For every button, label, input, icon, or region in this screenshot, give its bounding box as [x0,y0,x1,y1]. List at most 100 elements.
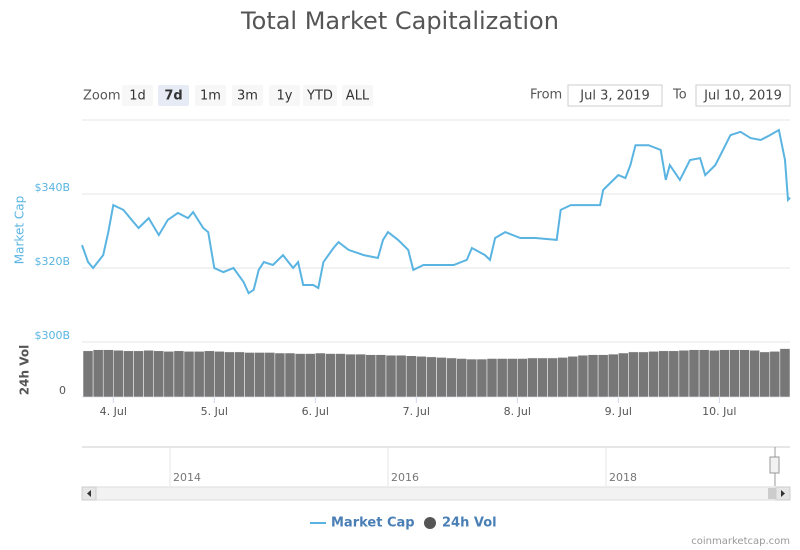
x-tick-label: 4. Jul [100,405,127,418]
volume-bar [244,352,255,398]
x-tick-label: 6. Jul [302,405,329,418]
zoom-button-label: YTD [306,89,333,104]
x-tick-label: 10. Jul [702,405,736,418]
navigator-label: 2016 [391,471,419,484]
volume-bar [375,354,387,398]
volume-bar [416,356,427,398]
x-tick-label: 5. Jul [201,405,228,418]
zoom-button[interactable] [232,85,263,106]
volume-bar [163,351,175,398]
volume-bar [405,355,417,398]
zoom-button[interactable] [158,85,189,106]
zoom-button-label: 1m [200,89,221,104]
y-axis-title: Market Cap [13,196,27,264]
zoom-button[interactable] [303,85,337,106]
arrow-icon [87,490,91,497]
zoom-button[interactable] [195,85,226,106]
volume-bar [345,353,356,398]
zoom-button-label: ALL [346,89,370,104]
volume-bar [597,354,609,398]
volume-bar [193,351,205,398]
volume-bar [183,351,195,398]
volume-bar [102,349,114,398]
volume-bar [648,351,659,398]
credit[interactable]: coinmarketcap.com [691,536,790,547]
volume-bar [779,348,791,398]
to-label: To [672,88,687,103]
volume-bar [436,357,447,398]
volume-bar [517,358,528,398]
volume-bar [547,357,558,398]
from-input[interactable] [567,84,663,107]
line-series [81,128,791,295]
volume-bar [769,351,781,398]
volume-bar [133,350,144,398]
volume-bar [658,350,670,398]
volume-bar [618,352,629,398]
volume-bar [446,357,457,398]
volume-bar [123,350,134,398]
volume-bar [325,353,336,398]
scrollbar[interactable] [81,486,791,501]
volume-bar [214,351,225,398]
zoom-button-label: 1d [129,89,146,104]
zoom-button[interactable] [342,85,373,106]
volume-bar [496,358,508,398]
navigator[interactable] [82,447,790,487]
navigator-handle[interactable] [769,456,780,474]
volume-bar [708,350,720,398]
navigator-label: 2014 [173,471,201,484]
chart-title: Total Market Capitalization [240,7,559,35]
arrow-icon [781,490,785,497]
volume-bar [577,354,589,398]
volume-bar [254,352,266,398]
volume-bar [113,350,124,398]
volume-bar [557,357,569,398]
volume-bar [203,350,215,398]
volume-bar [143,350,154,398]
volume-bar [486,358,498,398]
zoom-button[interactable] [122,85,153,106]
volume-bar [678,350,690,398]
volume-bar [284,352,296,398]
volume-bar [476,358,488,398]
volume-bar [355,353,367,398]
zoom-label: Zoom [83,89,120,104]
volume-bar [668,350,680,398]
zoom-button-label: 3m [237,89,258,104]
volume-bar [173,350,185,398]
volume-bar [385,354,397,398]
y-tick-label: $320B [34,255,70,268]
zoom-button[interactable] [269,85,300,106]
volume-bar [335,353,346,398]
volume-bar [729,349,740,398]
scroll-thumb[interactable] [768,488,776,499]
to-input[interactable] [695,84,791,107]
volume-bar [628,351,639,398]
volume-bar [92,349,104,398]
x-tick-label: 9. Jul [605,405,632,418]
y-tick-label: 0 [59,384,66,397]
volume-bar [527,357,538,398]
volume-bar [537,357,548,398]
volume-bar [365,354,377,398]
navigator-label: 2018 [609,471,637,484]
volume-bar [719,349,730,398]
legend-label[interactable]: 24h Vol [442,516,497,531]
legend-label[interactable]: Market Cap [331,516,415,531]
volume-bar [607,353,619,398]
volume-bar [466,358,478,398]
volume-bar [567,356,579,398]
volume-bar [426,356,437,398]
x-tick-label: 7. Jul [403,405,430,418]
y-tick-label: $300B [34,329,70,342]
volume-bar [82,350,94,398]
volume-bar [153,350,165,398]
x-tick-label: 8. Jul [504,405,531,418]
volume-bar [234,351,245,398]
from-value: Jul 3, 2019 [579,89,649,104]
volume-bar [264,352,276,398]
volume-bar [739,349,750,398]
